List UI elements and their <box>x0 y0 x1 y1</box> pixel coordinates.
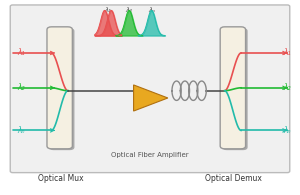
FancyBboxPatch shape <box>10 5 290 173</box>
Text: Optical Mux: Optical Mux <box>38 174 83 183</box>
FancyBboxPatch shape <box>220 27 246 149</box>
Text: λ₂: λ₂ <box>126 7 133 13</box>
FancyBboxPatch shape <box>222 28 248 150</box>
Text: λ₁: λ₁ <box>17 49 25 58</box>
Text: Optical Demux: Optical Demux <box>205 174 262 183</box>
Text: Optical Fiber Amplifier: Optical Fiber Amplifier <box>111 152 189 159</box>
Text: λₙ: λₙ <box>148 7 155 13</box>
FancyBboxPatch shape <box>49 28 74 150</box>
Text: λₙ: λₙ <box>283 126 290 135</box>
Text: λ₁: λ₁ <box>283 49 290 58</box>
FancyBboxPatch shape <box>47 27 72 149</box>
Text: λₙ: λₙ <box>17 126 25 135</box>
Polygon shape <box>134 85 168 111</box>
Text: λ₁: λ₁ <box>105 7 112 13</box>
Text: λ₂: λ₂ <box>17 83 25 92</box>
Text: λ₂: λ₂ <box>283 83 290 92</box>
